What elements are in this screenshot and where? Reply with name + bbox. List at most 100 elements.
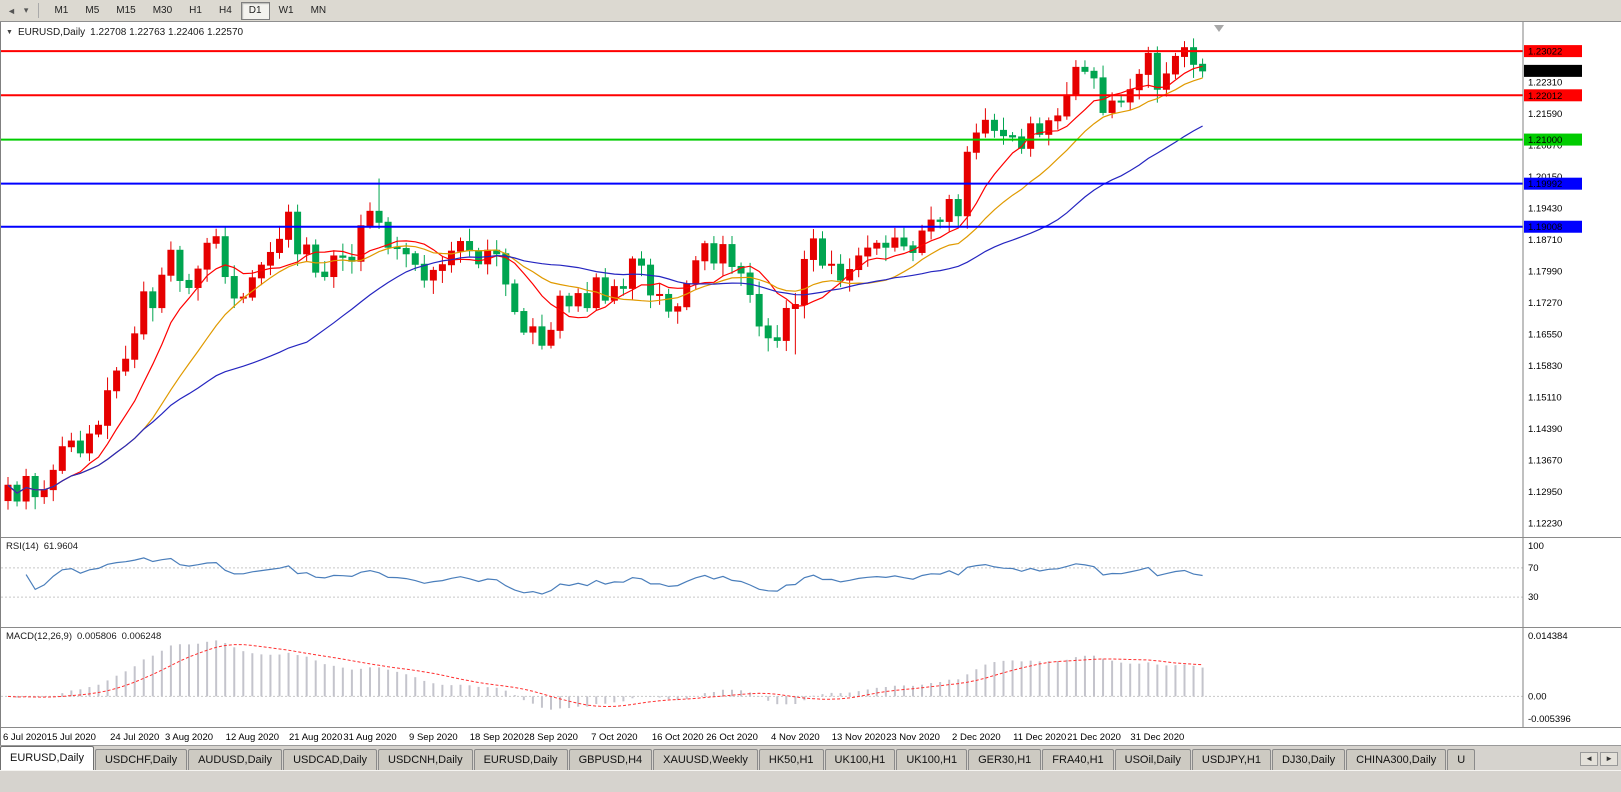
timeframe-button[interactable]: D1 [240,1,270,20]
svg-text:1.16550: 1.16550 [1528,329,1562,340]
tab-scroll-controls: ◄ ► [1577,752,1621,770]
chart-tab-label: AUDUSD,Daily [198,753,273,766]
svg-text:0.014384: 0.014384 [1528,631,1568,642]
rsi-chart-canvas[interactable]: 100 70 30 [1,538,1621,627]
chart-tabs-bar: EURUSD,Daily USDCHF,Daily AUDUSD,Daily USDC… [0,745,1621,770]
chart-tab[interactable]: EURUSD,Daily [0,746,94,770]
price-chart-panel: 1.22310 1.21590 1.20870 1.20150 1.19430 1.187… [1,22,1621,537]
timeframe-button[interactable]: M5 [77,2,107,20]
timeframe-button[interactable]: M15 [108,2,143,20]
chart-tab[interactable]: AUDUSD,Daily [188,749,283,770]
chart-tab-label: GER30,H1 [978,753,1032,766]
macd-signal-value-label: 0.006248 [121,631,162,642]
chart-tab[interactable]: USDCHF,Daily [94,749,188,770]
chart-tab-label: USDCHF,Daily [104,753,178,766]
chart-tab[interactable]: GBPUSD,H4 [568,749,653,770]
svg-text:1.22012: 1.22012 [1528,91,1562,102]
toolbar-separator [38,3,40,18]
chart-tab-label: FRA40,H1 [1052,753,1104,766]
svg-text:3 Aug 2020: 3 Aug 2020 [165,732,213,743]
chart-tab-label: USOil,Daily [1124,753,1181,766]
chart-tab[interactable]: U [1447,749,1476,770]
chart-tab[interactable]: UK100,H1 [896,749,968,770]
chart-tab[interactable]: DJ30,Daily [1271,749,1346,770]
chart-tab[interactable]: CHINA300,Daily [1346,749,1447,770]
timeframe-button[interactable]: M1 [46,2,76,20]
chart-symbol-label: EURUSD,Daily [17,27,86,38]
svg-text:1.19008: 1.19008 [1528,222,1562,233]
svg-text:1.15110: 1.15110 [1528,392,1562,403]
svg-text:1.12230: 1.12230 [1528,518,1562,529]
svg-text:1.19992: 1.19992 [1528,179,1562,190]
chart-tab[interactable]: USDCAD,Daily [283,749,378,770]
chart-tab[interactable]: XAUUSD,Weekly [653,749,758,770]
svg-text:21 Aug 2020: 21 Aug 2020 [289,732,342,743]
chart-tab[interactable]: USOil,Daily [1114,749,1191,770]
svg-text:1.17270: 1.17270 [1528,298,1562,309]
svg-text:23 Nov 2020: 23 Nov 2020 [886,732,940,743]
svg-text:100: 100 [1528,541,1544,552]
svg-text:1.12950: 1.12950 [1528,487,1562,498]
svg-text:13 Nov 2020: 13 Nov 2020 [832,732,886,743]
macd-title: MACD(12,26,9) 0.005806 0.006248 [6,631,161,642]
svg-text:1.21590: 1.21590 [1528,109,1562,120]
chart-tab[interactable]: EURUSD,Daily [473,749,568,770]
svg-text:1.19430: 1.19430 [1528,203,1562,214]
rsi-title: RSI(14) 61.9604 [6,541,78,552]
chart-tab-label: CHINA300,Daily [1356,753,1437,766]
timeframe-button[interactable]: H4 [211,2,240,20]
chart-tab[interactable]: FRA40,H1 [1042,749,1114,770]
svg-text:1.20150: 1.20150 [1528,172,1562,183]
svg-text:9 Sep 2020: 9 Sep 2020 [409,732,458,743]
svg-text:12 Aug 2020: 12 Aug 2020 [226,732,279,743]
svg-text:70: 70 [1528,563,1539,574]
chart-tab-label: DJ30,Daily [1281,753,1336,766]
svg-text:1.20870: 1.20870 [1528,140,1562,151]
chart-window: 1.22310 1.21590 1.20870 1.20150 1.19430 1.187… [0,22,1621,745]
chart-tab[interactable]: UK100,H1 [824,749,896,770]
svg-text:1.22570: 1.22570 [1528,66,1562,77]
svg-text:16 Oct 2020: 16 Oct 2020 [652,732,704,743]
svg-text:7 Oct 2020: 7 Oct 2020 [591,732,637,743]
tabs-scroll-right-icon[interactable]: ► [1600,752,1618,766]
svg-text:6 Jul 2020: 6 Jul 2020 [3,732,47,743]
chart-tab-label: UK100,H1 [834,753,886,766]
macd-name-label: MACD(12,26,9) [6,631,72,642]
chart-scroll-icon[interactable]: ◄ [7,5,16,16]
svg-text:1.15830: 1.15830 [1528,361,1562,372]
timeframe-dropdown-icon[interactable]: ▾ [23,5,29,15]
svg-text:24 Jul 2020: 24 Jul 2020 [110,732,159,743]
status-bar [0,770,1621,792]
svg-text:4 Nov 2020: 4 Nov 2020 [771,732,820,743]
timeframe-buttons: M1 M5 M15 M30 H1 H4 D1 W1 MN [46,1,335,20]
timeframe-button[interactable]: H1 [181,2,210,20]
timeframe-button[interactable]: W1 [271,2,302,20]
svg-text:26 Oct 2020: 26 Oct 2020 [706,732,758,743]
svg-text:11 Dec 2020: 11 Dec 2020 [1013,732,1066,743]
rsi-name-label: RSI(14) [6,541,39,552]
timeframe-button[interactable]: MN [303,2,335,20]
chart-tab[interactable]: GER30,H1 [968,749,1042,770]
svg-text:0.00: 0.00 [1528,691,1547,702]
chart-tab-label: U [1457,753,1466,766]
macd-chart-canvas[interactable]: 0.014384 0.00 -0.005396 [1,628,1621,727]
svg-text:1.21000: 1.21000 [1528,135,1562,146]
price-scale[interactable] [1523,22,1621,727]
chart-tab[interactable]: USDCNH,Daily [378,749,473,770]
svg-text:31 Aug 2020: 31 Aug 2020 [343,732,396,743]
time-axis[interactable]: 6 Jul 2020 15 Jul 2020 24 Jul 2020 3 Aug 20… [1,727,1621,745]
chart-tab-label: EURUSD,Daily [483,753,558,766]
timeframe-button[interactable]: M30 [145,2,180,20]
price-chart-canvas[interactable]: 1.22310 1.21590 1.20870 1.20150 1.19430 1.187… [1,22,1621,537]
svg-text:1.23022: 1.23022 [1528,47,1562,58]
chart-tab[interactable]: HK50,H1 [758,749,824,770]
svg-text:2 Dec 2020: 2 Dec 2020 [952,732,1001,743]
tabs-scroll-left-icon[interactable]: ◄ [1580,752,1599,766]
svg-text:1.22310: 1.22310 [1528,77,1562,88]
svg-text:15 Jul 2020: 15 Jul 2020 [47,732,96,743]
chart-tab-label: USDJPY,H1 [1201,753,1261,766]
chart-tab-label: USDCNH,Daily [388,753,463,766]
window-marker-icon: ▼ [6,29,13,36]
chart-tab[interactable]: USDJPY,H1 [1191,749,1271,770]
